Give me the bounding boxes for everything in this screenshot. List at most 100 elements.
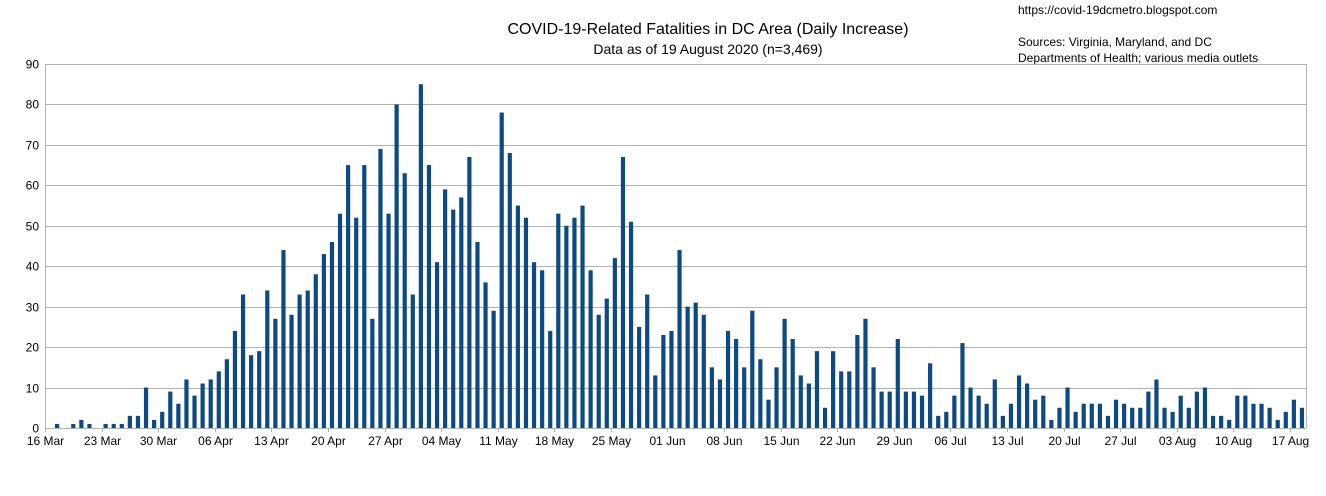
bar <box>418 84 423 428</box>
bar <box>863 318 868 428</box>
bar <box>831 351 836 428</box>
bar <box>507 152 512 429</box>
bar <box>750 310 755 428</box>
bar <box>378 148 383 428</box>
bar <box>111 423 116 428</box>
bar <box>952 395 957 428</box>
bar <box>523 217 529 428</box>
bar <box>1097 403 1102 428</box>
bar <box>362 165 367 429</box>
bar <box>1227 419 1232 428</box>
bar <box>1065 387 1070 428</box>
bar <box>653 375 658 428</box>
bar <box>645 294 650 428</box>
chart-title: COVID-19-Related Fatalities in DC Area (… <box>507 21 909 38</box>
bar <box>798 375 803 428</box>
bar <box>887 391 892 428</box>
bar <box>968 387 973 428</box>
bar <box>402 173 407 428</box>
x-tick-label: 13 Apr <box>254 434 289 448</box>
bar <box>160 411 165 428</box>
bar <box>346 165 351 429</box>
bar <box>1210 415 1216 428</box>
bar <box>103 423 108 428</box>
x-tick-label: 20 Apr <box>311 434 346 448</box>
bar <box>822 407 828 428</box>
bar <box>903 391 908 428</box>
bar <box>774 367 779 428</box>
bar <box>515 205 520 428</box>
bar <box>249 355 254 428</box>
bar <box>790 339 795 428</box>
y-tick-label: 0 <box>32 422 39 436</box>
bar <box>289 314 294 428</box>
bar <box>55 423 60 428</box>
bar <box>313 274 318 428</box>
bar <box>693 302 698 428</box>
bar <box>232 330 238 428</box>
bar <box>628 221 634 428</box>
x-tick-label: 27 Apr <box>368 434 403 448</box>
bar <box>434 262 440 428</box>
bar <box>1073 411 1078 428</box>
bar <box>871 367 876 428</box>
bar <box>709 367 714 428</box>
bar <box>984 403 989 428</box>
x-tick-labels: 16 Mar 23 Mar 30 Mar 06 Apr 13 Apr 20 Apr 27 A… <box>27 434 1309 448</box>
y-tick-label: 90 <box>26 58 40 72</box>
x-tick-label: 04 May <box>422 434 461 448</box>
bar <box>717 379 723 428</box>
y-tick-label: 10 <box>26 382 40 396</box>
bar <box>483 282 488 428</box>
x-tick-label: 01 Jun <box>649 434 685 448</box>
bar <box>960 343 965 428</box>
chart-subtitle: Data as of 19 August 2020 (n=3,469) <box>593 41 823 57</box>
bar <box>540 270 545 428</box>
x-tick-label: 08 Jun <box>706 434 742 448</box>
bar <box>1154 379 1159 428</box>
bar <box>580 205 585 428</box>
bar <box>386 213 391 428</box>
bar <box>1283 411 1288 428</box>
bar <box>152 419 157 428</box>
bar <box>1202 387 1208 428</box>
bar <box>1243 395 1248 428</box>
bar <box>1025 383 1030 428</box>
x-tick-label: 15 Jun <box>763 434 799 448</box>
x-tick-label: 23 Mar <box>84 434 121 448</box>
bar <box>224 359 229 428</box>
bar <box>531 262 537 428</box>
bar <box>911 391 917 428</box>
bar <box>491 310 496 428</box>
bar <box>499 112 504 428</box>
bar <box>1291 399 1296 428</box>
bar <box>119 423 124 428</box>
bar <box>548 330 553 428</box>
bar <box>1008 403 1014 428</box>
bar <box>782 318 787 428</box>
bar <box>661 334 666 428</box>
x-tick-label: 03 Aug <box>1159 434 1196 448</box>
y-tick-labels: 0 10 20 30 40 50 60 70 80 90 <box>26 58 40 436</box>
bar <box>240 294 246 428</box>
bar <box>612 258 617 428</box>
bar <box>1138 407 1143 428</box>
bar <box>1259 403 1264 428</box>
bar <box>1186 407 1191 428</box>
bar <box>1219 415 1224 428</box>
bar <box>1057 407 1062 428</box>
bar <box>572 217 577 428</box>
bar <box>766 399 771 428</box>
bar <box>1275 419 1280 428</box>
x-tick-label: 20 Jul <box>1048 434 1080 448</box>
bar <box>1299 407 1305 428</box>
bar <box>297 294 302 428</box>
axes <box>45 64 1307 432</box>
y-tick-label: 60 <box>26 179 40 193</box>
bar <box>725 330 731 428</box>
bar <box>1267 407 1272 428</box>
y-tick-label: 50 <box>26 220 40 234</box>
bar <box>1251 403 1256 428</box>
bar <box>928 363 933 428</box>
